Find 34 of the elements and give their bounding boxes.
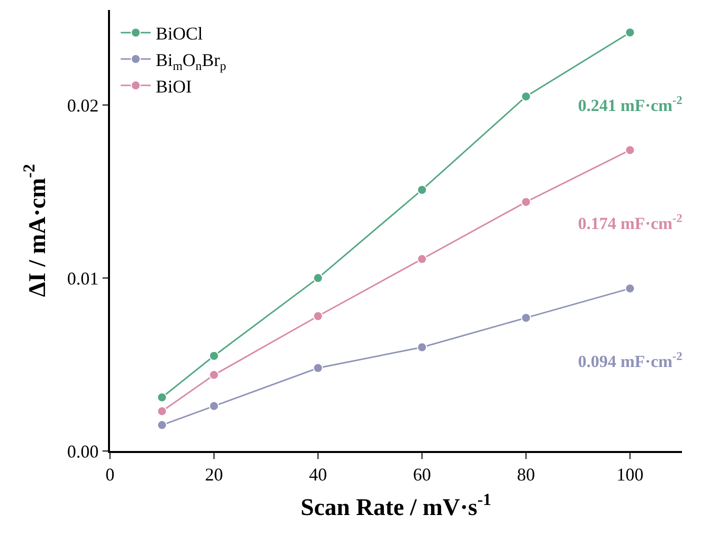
point [417,184,427,195]
point [521,91,531,102]
x-tick-label: 100 [616,464,644,484]
point [521,312,531,323]
point [521,196,531,207]
y-tick-label: 0.02 [67,95,99,116]
point [313,362,323,373]
y-tick-label: 0.00 [67,441,99,462]
x-tick-label: 40 [309,464,327,484]
x-axis-title: Scan Rate / mV·s$^{-1}$ [300,490,492,522]
point [313,311,323,322]
point [625,27,635,38]
point [157,406,167,416]
point [417,342,427,352]
point [625,145,635,156]
annotation: 0.094 mF·cm$^{-2}$ [578,349,682,372]
annotation: 0.241 mF·cm$^{-2}$ [578,93,682,116]
point [625,283,635,294]
x-tick-label: 60 [413,464,431,484]
point [157,420,167,430]
point [313,273,323,284]
point [417,254,427,264]
point [209,401,219,412]
x-tick-label: 0 [106,464,114,484]
point [209,350,219,361]
legend-label: BiOI [156,76,192,96]
y-tick-label: 0.01 [67,268,99,288]
point [157,392,167,402]
legend-label: BiOCl [156,24,203,44]
legend-label: Bi$_{m}$O$_{n}$Br$_{p}$ [156,50,226,73]
x-tick-label: 20 [205,464,223,484]
annotation: 0.174 mF·cm$^{-2}$ [578,211,682,234]
point [209,370,219,380]
x-tick-label: 80 [517,464,535,484]
